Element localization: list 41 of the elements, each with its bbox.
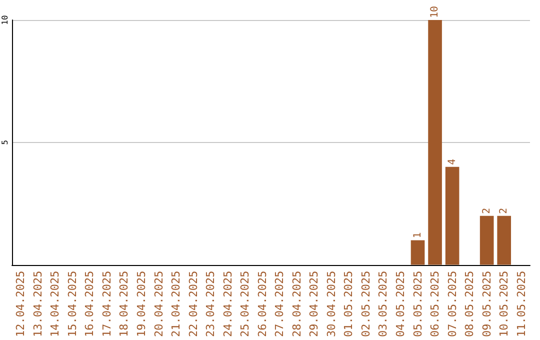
x-tick-label: 29.04.2025 bbox=[308, 270, 321, 338]
x-tick-label: 20.04.2025 bbox=[152, 270, 166, 338]
x-tick-label: 01.05.2025 bbox=[342, 270, 356, 338]
x-tick-label: 25.04.2025 bbox=[238, 270, 252, 338]
x-tick-label: 30.04.2025 bbox=[324, 270, 338, 338]
y-tick-label: 5 bbox=[0, 140, 10, 145]
x-tick-label: 18.04.2025 bbox=[118, 270, 131, 338]
x-tick-label: 05.05.2025 bbox=[411, 270, 424, 338]
bar bbox=[445, 166, 460, 265]
x-tick-label: 02.05.2025 bbox=[359, 270, 372, 338]
data-label: 4 bbox=[446, 158, 458, 165]
data-label: 10 bbox=[430, 6, 441, 18]
bar bbox=[497, 216, 512, 265]
x-tick-label: 03.05.2025 bbox=[376, 270, 390, 338]
x-tick-label: 12.04.2025 bbox=[14, 270, 28, 338]
x-tick-label: 27.04.2025 bbox=[273, 270, 286, 338]
x-tick-label: 26.04.2025 bbox=[256, 270, 269, 338]
data-label: 1 bbox=[412, 232, 424, 238]
x-tick-label: 23.04.2025 bbox=[204, 270, 218, 338]
x-tick-label: 28.04.2025 bbox=[290, 270, 304, 338]
bar bbox=[428, 20, 442, 265]
bar bbox=[480, 216, 494, 265]
x-tick-label: 15.04.2025 bbox=[66, 270, 79, 338]
x-tick-label: 08.05.2025 bbox=[463, 270, 476, 338]
data-label: 2 bbox=[481, 208, 492, 214]
x-tick-label: 13.04.2025 bbox=[31, 270, 44, 338]
bar bbox=[410, 240, 425, 265]
x-tick-label: 07.05.2025 bbox=[446, 270, 459, 338]
x-tick-label: 19.04.2025 bbox=[135, 270, 148, 338]
x-tick-label: 04.05.2025 bbox=[394, 270, 407, 338]
x-tick-label: 24.04.2025 bbox=[221, 270, 234, 338]
x-tick-label: 09.05.2025 bbox=[480, 270, 494, 338]
x-tick-label: 21.04.2025 bbox=[170, 270, 183, 338]
x-tick-label: 11.05.2025 bbox=[514, 270, 528, 338]
x-tick-label: 14.04.2025 bbox=[48, 270, 62, 338]
x-tick-label: 22.04.2025 bbox=[186, 270, 200, 338]
x-tick-label: 17.04.2025 bbox=[100, 270, 114, 338]
x-tick-label: 10.05.2025 bbox=[498, 270, 511, 338]
x-tick-label: 16.04.2025 bbox=[83, 270, 96, 338]
x-tick-label: 06.05.2025 bbox=[428, 270, 442, 338]
data-label: 2 bbox=[498, 208, 510, 214]
